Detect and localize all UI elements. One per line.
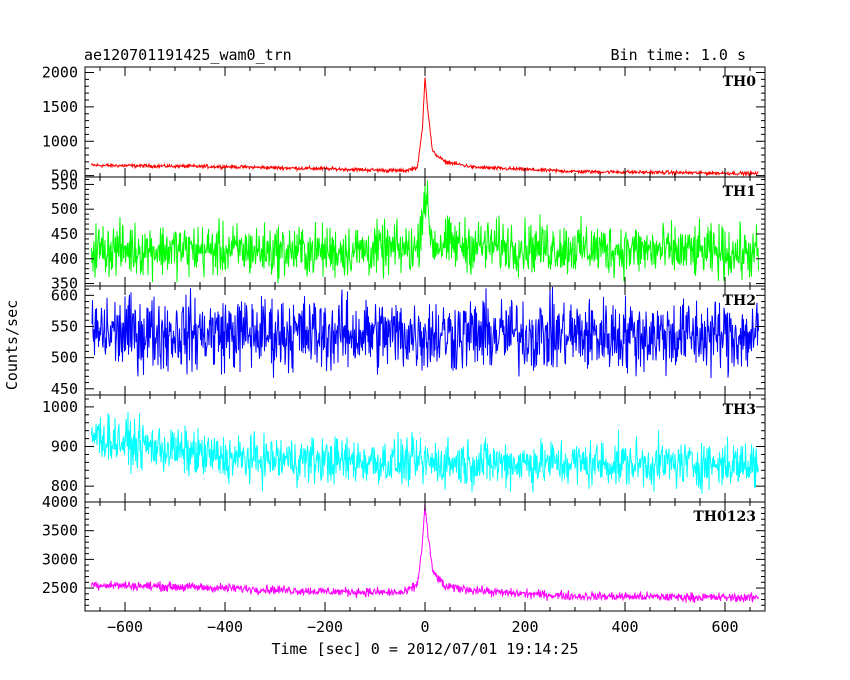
y-tick-label: 600 <box>51 286 78 304</box>
y-tick-label: 3500 <box>42 522 78 540</box>
x-axis: −600 −400 −200 0 200 400 600 <box>107 618 739 636</box>
y-tick-label: 800 <box>51 477 78 495</box>
y-tick-label: 3000 <box>42 550 78 568</box>
y-tick-label: 550 <box>51 317 78 335</box>
y-tick-label: 450 <box>51 225 78 243</box>
panel-th1: 350 400 450 500 550 TH1 <box>51 175 766 293</box>
panel-th3: 800 900 1000 TH3 <box>42 394 766 503</box>
y-tick-label: 500 <box>51 349 78 367</box>
bin-time-label: Bin time: 1.0 s <box>611 46 746 64</box>
y-tick-label: 900 <box>51 438 78 456</box>
panel-th2: 450 500 550 600 TH2 <box>51 285 766 398</box>
y-tick-label: 550 <box>51 175 78 193</box>
panel-th0123: 2500 3000 3500 4000 TH0123 <box>42 493 766 612</box>
y-tick-label: 1000 <box>42 398 78 416</box>
y-tick-label: 500 <box>51 200 78 218</box>
x-tick-label: −200 <box>307 618 343 636</box>
panel-label-th3: TH3 <box>723 402 756 418</box>
series-line-th0 <box>91 77 759 177</box>
y-tick-label: 2500 <box>42 579 78 597</box>
series-line-th2 <box>91 286 759 379</box>
panel-label-th2: TH2 <box>723 293 756 309</box>
panel-th0: 500 1000 1500 2000 TH0 <box>42 64 766 185</box>
y-tick-label: 2000 <box>42 64 78 82</box>
y-tick-label: 1500 <box>42 98 78 116</box>
x-tick-label: 0 <box>420 618 429 636</box>
panel-label-th0123: TH0123 <box>693 509 756 525</box>
x-axis-label: Time [sec] 0 = 2012/07/01 19:14:25 <box>271 640 578 658</box>
x-tick-label: 600 <box>711 618 738 636</box>
x-tick-label: −600 <box>107 618 143 636</box>
y-tick-label: 500 <box>51 167 78 185</box>
panel-label-th1: TH1 <box>723 184 756 200</box>
y-tick-label: 350 <box>51 275 78 293</box>
series-line-th0123 <box>91 502 759 604</box>
y-tick-label: 1000 <box>42 132 78 150</box>
x-tick-label: 400 <box>611 618 638 636</box>
panel-label-th0: TH0 <box>723 74 757 90</box>
x-tick-label: 200 <box>511 618 538 636</box>
series-line-th3 <box>91 411 759 494</box>
y-tick-label: 400 <box>51 250 78 268</box>
x-tick-label: −400 <box>207 618 243 636</box>
chart-title: ae120701191425_wam0_trn <box>84 46 292 64</box>
y-tick-label: 4000 <box>42 493 78 511</box>
series-line-th1 <box>91 180 759 284</box>
y-axis-label: Counts/sec <box>3 300 21 390</box>
y-tick-label: 450 <box>51 380 78 398</box>
